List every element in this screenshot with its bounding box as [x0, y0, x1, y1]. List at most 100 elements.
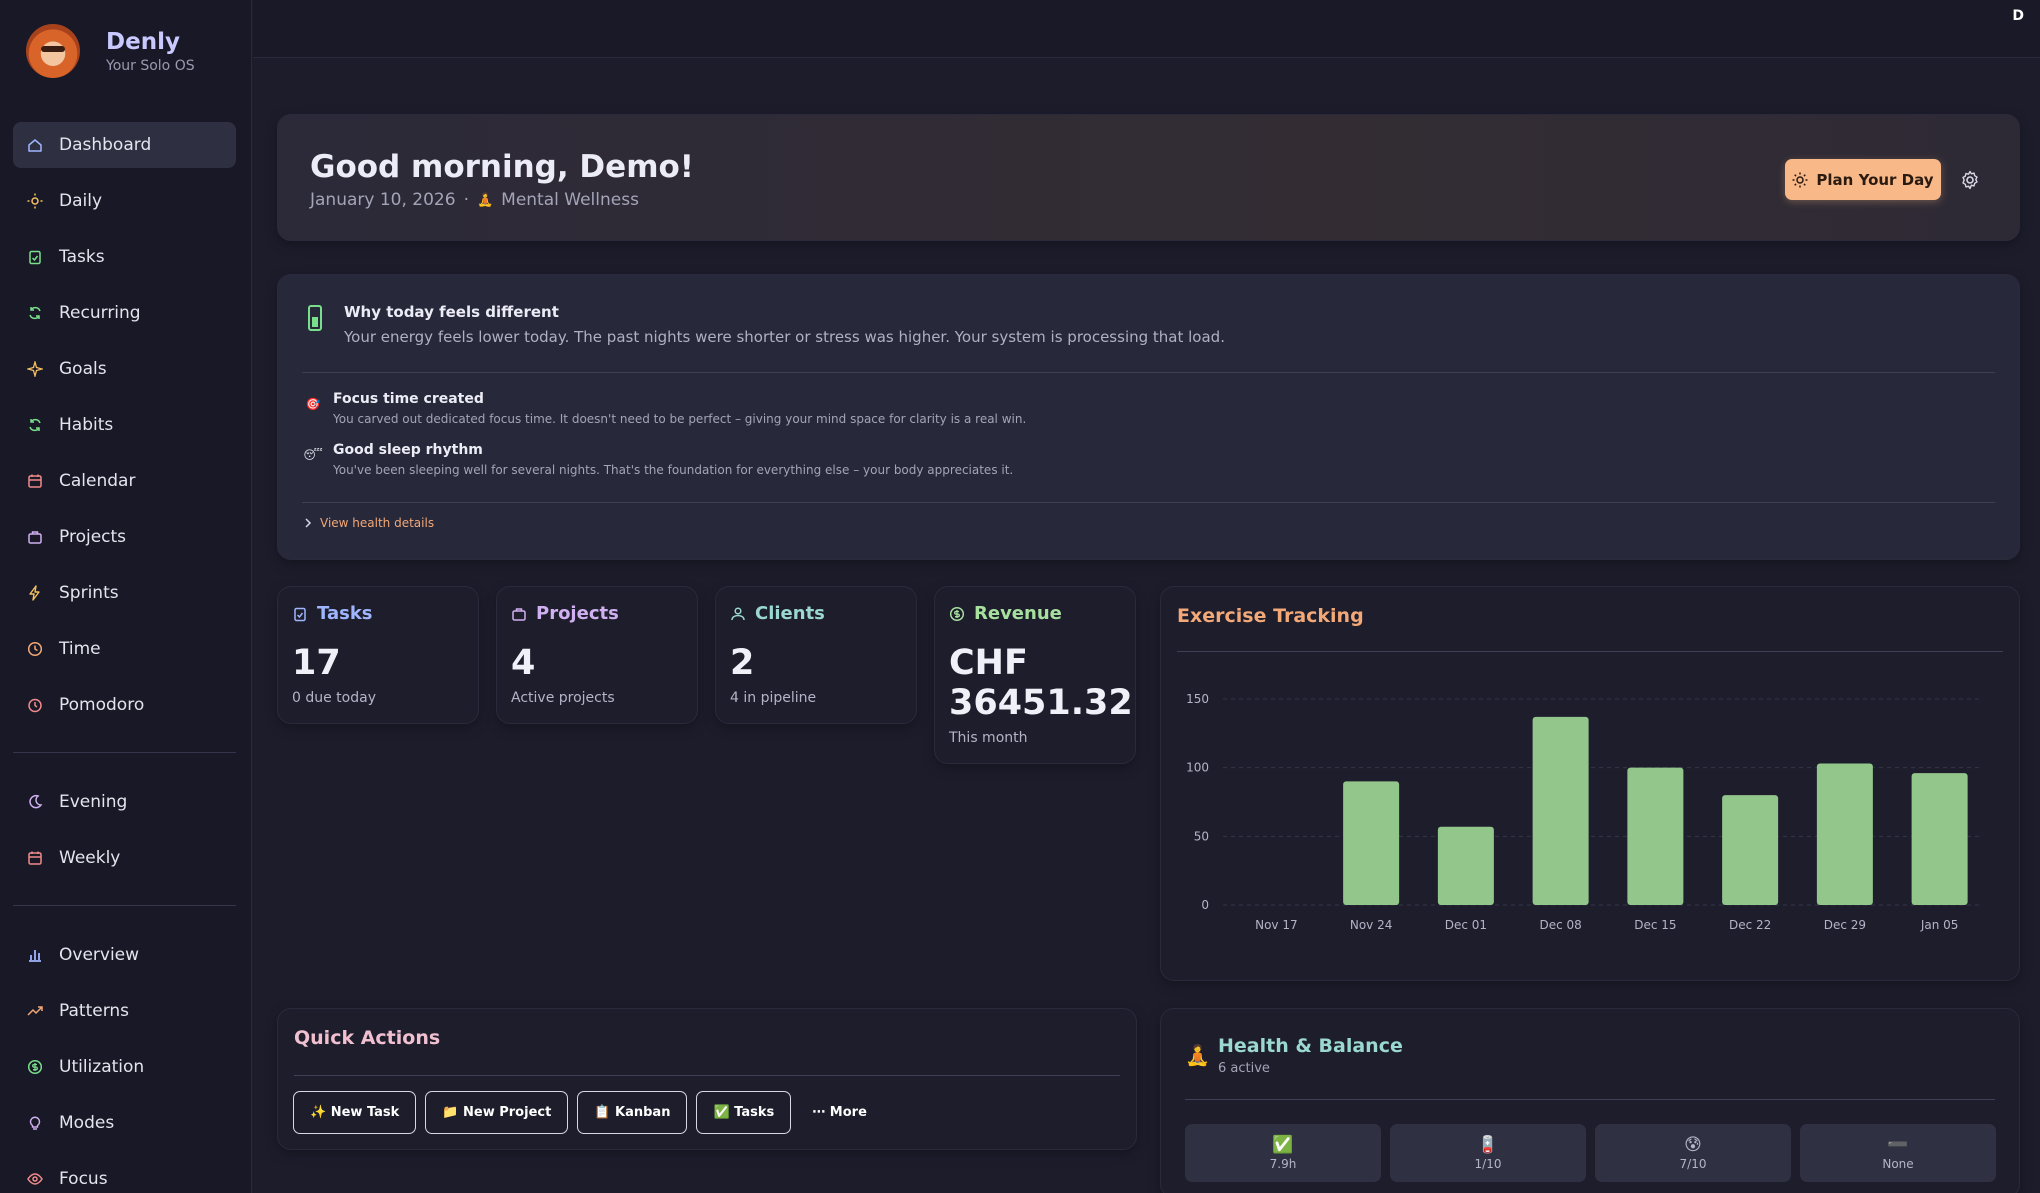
nav-group-main: Dashboard Daily Tasks Recurring Goals Habits C…	[13, 122, 236, 738]
new-task-button[interactable]: ✨ New Task	[293, 1091, 417, 1134]
insight-text: Your energy feels lower today. The past …	[344, 328, 1225, 346]
chart-bar[interactable]	[1437, 826, 1494, 905]
stat-card-clients[interactable]: Clients 2 4 in pipeline	[715, 586, 917, 724]
stat-header: Clients	[730, 603, 825, 624]
y-tick-label: 50	[1194, 829, 1209, 843]
kanban-button[interactable]: 📋 Kanban	[577, 1091, 688, 1134]
exercise-tracking-card: Exercise Tracking 0 50 100 150 Nov 17 Nov 24 D…	[1160, 586, 2020, 981]
chart-bar[interactable]	[1627, 767, 1684, 905]
logo-icon	[26, 24, 80, 78]
chart-bar[interactable]	[1911, 773, 1968, 905]
sidebar-item-evening[interactable]: Evening	[13, 779, 236, 825]
new-project-button[interactable]: 📁 New Project	[425, 1091, 569, 1134]
health-tile-icon: 😰	[1684, 1135, 1702, 1155]
sidebar-item-overview[interactable]: Overview	[13, 932, 236, 978]
insight-item-title: Good sleep rhythm	[333, 442, 483, 458]
sidebar-item-projects[interactable]: Projects	[13, 514, 236, 560]
target-icon: 🎯	[305, 397, 321, 411]
insight-item: 🎯 Focus time created You carved out dedi…	[302, 391, 1027, 426]
quick-actions-card: Quick Actions ✨ New Task 📁 New Project 📋…	[277, 1008, 1137, 1150]
sidebar: Denly Your Solo OS Dashboard Daily Tasks Re…	[0, 0, 252, 1193]
more-button[interactable]: ⋯ More	[812, 1105, 867, 1120]
refresh-icon	[29, 306, 41, 320]
current-mode: Mental Wellness	[501, 190, 639, 210]
sidebar-item-sprints[interactable]: Sprints	[13, 570, 236, 616]
sidebar-item-tasks[interactable]: Tasks	[13, 234, 236, 280]
stat-card-revenue[interactable]: Revenue CHF 36451.32 This month	[934, 586, 1136, 764]
sidebar-item-habits[interactable]: Habits	[13, 402, 236, 448]
nav-divider	[13, 905, 236, 906]
mode-icon: 🧘	[476, 192, 494, 208]
chart-bar[interactable]	[1722, 795, 1779, 905]
brand[interactable]: Denly Your Solo OS	[26, 24, 195, 78]
sidebar-item-patterns[interactable]: Patterns	[13, 988, 236, 1034]
x-tick-label: Nov 17	[1255, 918, 1298, 932]
stat-card-projects[interactable]: Projects 4 Active projects	[496, 586, 698, 724]
nav-group-reviews: Evening Weekly	[13, 779, 236, 891]
sidebar-item-label: Focus	[59, 1169, 108, 1189]
sidebar-item-label: Overview	[59, 945, 140, 965]
y-tick-label: 150	[1186, 692, 1209, 706]
briefcase-icon	[28, 531, 42, 544]
sidebar-item-dashboard[interactable]: Dashboard	[13, 122, 236, 168]
moon-icon	[29, 794, 43, 809]
tasks-button[interactable]: ✅ Tasks	[696, 1091, 792, 1134]
sidebar-item-label: Calendar	[59, 471, 136, 491]
sidebar-item-label: Pomodoro	[59, 695, 145, 715]
stat-card-tasks[interactable]: Tasks 17 0 due today	[277, 586, 479, 724]
gear-icon[interactable]	[1960, 170, 1980, 190]
y-tick-label: 0	[1201, 898, 1209, 912]
sun-icon	[1792, 172, 1808, 187]
chevron-right-icon	[305, 518, 312, 528]
exercise-title: Exercise Tracking	[1177, 605, 1364, 627]
nav-group-insights: Overview Patterns Utilization Modes Focus	[13, 932, 236, 1193]
health-tile-value: 1/10	[1474, 1157, 1502, 1171]
sidebar-item-label: Habits	[59, 415, 114, 435]
sidebar-item-recurring[interactable]: Recurring	[13, 290, 236, 336]
health-tile-icon: ➖	[1887, 1135, 1909, 1155]
stat-header: Projects	[511, 603, 619, 624]
plan-your-day-label: Plan Your Day	[1816, 170, 1934, 189]
insight-title: Why today feels different	[344, 303, 559, 321]
avatar[interactable]: D	[2012, 8, 2024, 24]
lightbulb-icon	[29, 1116, 41, 1130]
health-tile-value: 7.9h	[1269, 1157, 1297, 1171]
sidebar-item-utilization[interactable]: Utilization	[13, 1044, 236, 1090]
sidebar-item-focus[interactable]: Focus	[13, 1156, 236, 1193]
health-tile[interactable]: ✅ 7.9h	[1185, 1124, 1381, 1182]
sidebar-item-label: Goals	[59, 359, 107, 379]
greeting-card: Good morning, Demo! January 10, 2026 · 🧘…	[277, 114, 2020, 241]
plan-your-day-button[interactable]: Plan Your Day	[1785, 159, 1941, 200]
health-tile[interactable]: ➖ None	[1800, 1124, 1996, 1182]
sidebar-item-label: Dashboard	[59, 135, 152, 155]
chart-bar[interactable]	[1816, 763, 1873, 905]
stat-value: 4	[511, 643, 536, 683]
sidebar-item-label: Daily	[59, 191, 103, 211]
sidebar-item-label: Sprints	[59, 583, 119, 603]
sparkle-icon	[27, 361, 43, 377]
clipboard-check-icon	[29, 250, 41, 265]
dollar-circle-icon	[27, 1059, 43, 1075]
view-health-details-link[interactable]: View health details	[304, 516, 434, 530]
sidebar-item-pomodoro[interactable]: Pomodoro	[13, 682, 236, 728]
health-tile-icon: 🪫	[1477, 1135, 1499, 1155]
chart-bar[interactable]	[1532, 716, 1589, 905]
sidebar-item-goals[interactable]: Goals	[13, 346, 236, 392]
sidebar-item-calendar[interactable]: Calendar	[13, 458, 236, 504]
sidebar-item-weekly[interactable]: Weekly	[13, 835, 236, 881]
stat-title: Clients	[755, 603, 825, 624]
sidebar-item-label: Tasks	[59, 247, 105, 267]
health-tile[interactable]: 😰 7/10	[1595, 1124, 1791, 1182]
sidebar-item-time[interactable]: Time	[13, 626, 236, 672]
calendar-icon	[28, 851, 42, 865]
sidebar-item-modes[interactable]: Modes	[13, 1100, 236, 1146]
sidebar-item-daily[interactable]: Daily	[13, 178, 236, 224]
sidebar-item-label: Projects	[59, 527, 127, 547]
x-tick-label: Dec 22	[1729, 918, 1771, 932]
health-title: Health & Balance	[1218, 1035, 1403, 1057]
chart-bar[interactable]	[1343, 781, 1400, 905]
clock-icon	[27, 641, 43, 657]
stat-value: 17	[292, 643, 341, 683]
health-tile[interactable]: 🪫 1/10	[1390, 1124, 1586, 1182]
divider	[302, 502, 1995, 503]
